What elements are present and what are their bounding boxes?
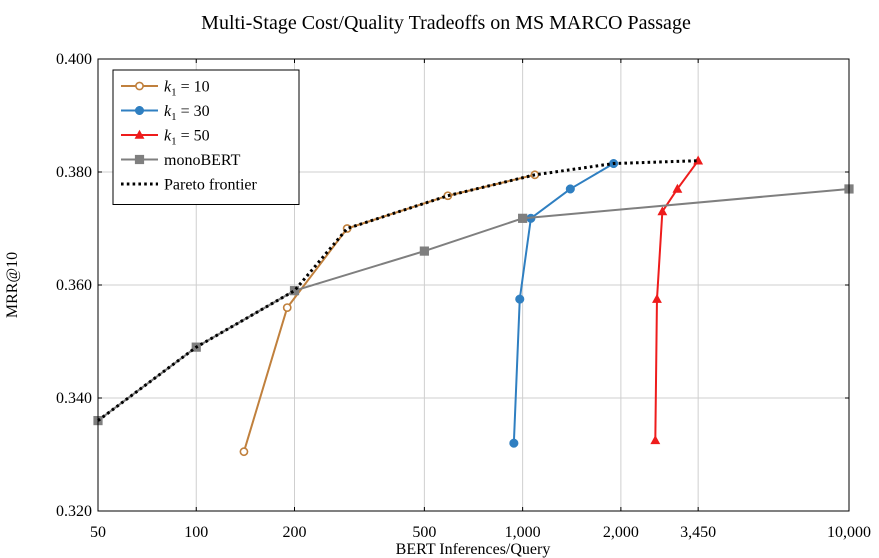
- legend-entry: k1 = 10: [121, 79, 210, 99]
- legend-label: k1 = 50: [164, 128, 210, 148]
- legend-label: Pareto frontier: [164, 177, 258, 194]
- series-line: [97, 187, 850, 422]
- y-tick-label: 0.320: [56, 503, 92, 520]
- legend-marker: [135, 81, 144, 91]
- data-point: [657, 206, 668, 216]
- x-tick-label: 200: [282, 524, 306, 541]
- x-tick-label: 500: [412, 524, 436, 541]
- y-tick-label: 0.340: [56, 390, 92, 407]
- data-point: [672, 183, 683, 193]
- legend-entry: k1 = 50: [121, 128, 210, 148]
- data-point: [239, 447, 249, 457]
- legend-entry: k1 = 30: [121, 103, 210, 123]
- series-k1-50: [650, 155, 704, 445]
- x-tick-label: 3,450: [680, 524, 716, 541]
- data-point: [565, 184, 575, 194]
- legend-label: k1 = 30: [164, 103, 210, 123]
- legend: k1 = 10 k1 = 30 k1 = 50 monoBERT Pareto fron…: [112, 69, 300, 205]
- data-point: [282, 303, 292, 312]
- series-line: [512, 162, 615, 444]
- series-line: [242, 173, 536, 452]
- series-line: [97, 159, 699, 422]
- data-point: [289, 286, 300, 296]
- y-tick-label: 0.360: [56, 277, 92, 294]
- data-point: [509, 438, 519, 448]
- data-point: [515, 294, 525, 304]
- legend-marker: [134, 154, 145, 165]
- series-pareto-frontier: [97, 159, 699, 422]
- y-axis-label: MRR@10: [4, 252, 21, 318]
- x-tick-label: 1,000: [505, 524, 541, 541]
- legend-marker: [134, 129, 145, 139]
- y-tick-label: 0.380: [56, 164, 92, 181]
- legend-label: k1 = 10: [164, 79, 210, 99]
- x-tick-label: 10,000: [827, 524, 871, 541]
- series-k1-30: [509, 158, 619, 448]
- data-point: [419, 246, 429, 256]
- x-axis-label: BERT Inferences/Query: [396, 541, 551, 558]
- data-point: [652, 293, 662, 303]
- legend-entry: monoBERT: [121, 152, 241, 169]
- data-point: [650, 435, 661, 445]
- x-tick-label: 2,000: [603, 524, 639, 541]
- series-layer: [93, 155, 854, 457]
- y-tick-label: 0.400: [56, 51, 92, 68]
- legend-entry: Pareto frontier: [121, 177, 258, 194]
- ticks: 50 100 200 500 1,000 2,000 3,450 10,000 0.320 0.3…: [56, 51, 871, 541]
- x-tick-label: 50: [90, 524, 106, 541]
- x-tick-label: 100: [184, 524, 208, 541]
- chart-title: Multi-Stage Cost/Quality Tradeoffs on MS…: [201, 12, 691, 34]
- legend-label: monoBERT: [164, 152, 241, 169]
- data-point: [518, 213, 528, 223]
- legend-box: [112, 69, 300, 205]
- legend-marker: [134, 105, 145, 116]
- series-monobert: [93, 184, 854, 426]
